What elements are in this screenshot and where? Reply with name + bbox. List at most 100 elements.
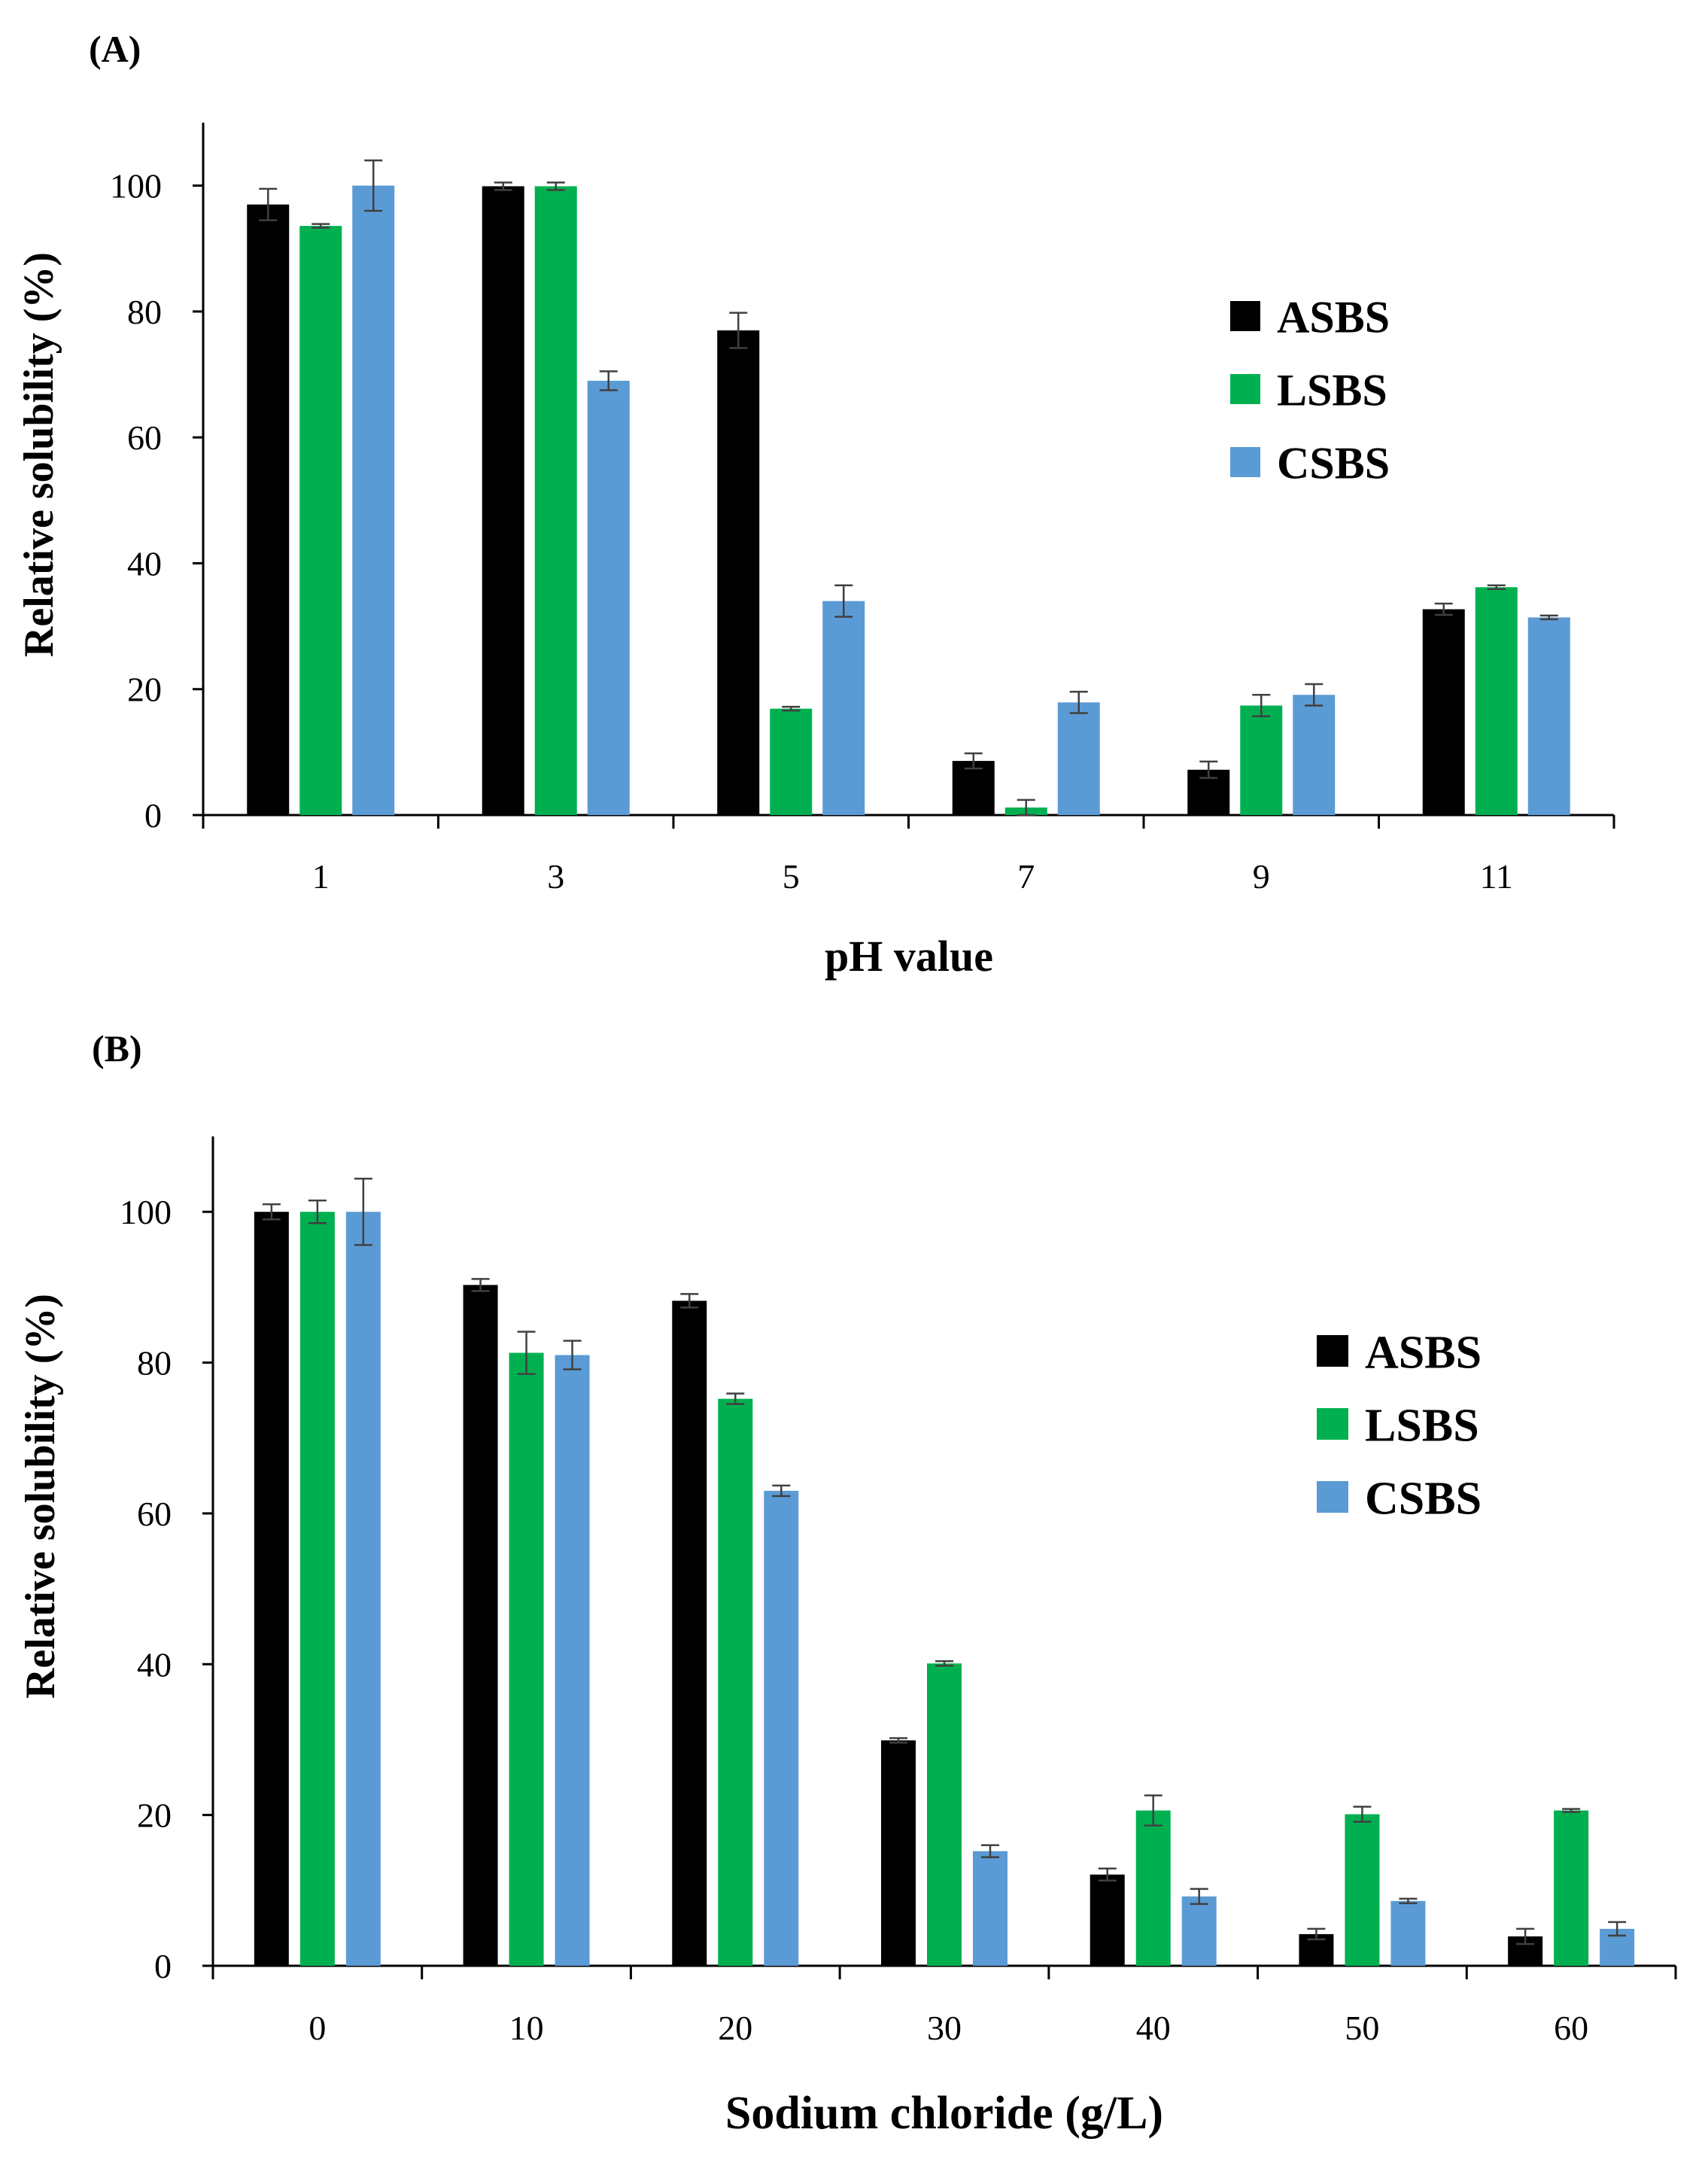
error-bar: [1190, 1888, 1208, 1906]
error-bar: [1539, 614, 1558, 621]
error-bar: [1098, 1867, 1117, 1882]
x-tick-label: 9: [1253, 857, 1270, 896]
error-bar: [494, 181, 512, 191]
error-bar: [964, 752, 983, 770]
panel-a-y-axis-label: Relative solubility (%): [16, 252, 62, 657]
x-tick-label: 5: [783, 857, 800, 896]
bar-csbs: [973, 1851, 1007, 1966]
x-tick-label: 30: [927, 2009, 962, 2047]
panel-b-bars: [254, 1212, 1635, 1966]
y-tick-label: 100: [120, 1193, 172, 1231]
error-bar: [726, 1392, 745, 1405]
y-tick-label: 60: [137, 1495, 172, 1533]
y-tick-label: 40: [127, 544, 162, 583]
y-tick-label: 80: [127, 293, 162, 331]
bar-asbs: [247, 204, 290, 815]
bar-lsbs: [299, 226, 342, 815]
bar-csbs: [345, 1212, 381, 1966]
error-bar: [1608, 1921, 1627, 1937]
error-bar: [312, 223, 330, 229]
error-bar: [1069, 690, 1088, 714]
bar-lsbs: [299, 1212, 335, 1966]
error-bar: [471, 1278, 490, 1292]
y-tick-label: 0: [154, 1947, 172, 1985]
bar-lsbs: [534, 186, 577, 816]
error-bar: [1199, 760, 1218, 779]
y-tick-label: 80: [137, 1344, 172, 1383]
error-bar: [1305, 683, 1324, 707]
x-tick-label: 40: [1136, 2009, 1171, 2047]
bar-csbs: [822, 601, 865, 815]
error-bar: [354, 1177, 372, 1246]
error-bar: [259, 187, 278, 221]
error-bar: [729, 312, 748, 349]
error-bar: [889, 1737, 907, 1744]
y-tick-label: 40: [137, 1645, 172, 1684]
bar-asbs: [463, 1285, 498, 1966]
error-bar: [308, 1199, 327, 1224]
legend-label-csbs: CSBS: [1277, 439, 1390, 488]
error-bar: [599, 370, 618, 391]
y-tick-label: 60: [127, 418, 162, 457]
error-bar: [1434, 602, 1453, 616]
legend-swatch-lsbs: [1317, 1408, 1348, 1440]
panel-b-error-bars: [262, 1177, 1627, 1945]
bar-asbs: [482, 186, 524, 816]
bar-lsbs: [770, 708, 813, 815]
error-bar: [772, 1484, 791, 1498]
error-bar: [262, 1203, 281, 1221]
error-bar: [1487, 584, 1506, 590]
y-tick-label: 20: [137, 1796, 172, 1835]
x-tick-label: 3: [547, 857, 564, 896]
error-bar: [981, 1844, 999, 1858]
bar-asbs: [254, 1212, 289, 1966]
error-bar: [1017, 799, 1035, 817]
bar-csbs: [1293, 695, 1336, 815]
panel-b-label: (B): [92, 1027, 142, 1069]
legend-label-lsbs: LSBS: [1277, 366, 1387, 415]
bar-csbs: [1527, 617, 1570, 815]
bar-csbs: [764, 1490, 799, 1966]
bar-asbs: [952, 761, 995, 815]
panel-a-error-bars: [259, 159, 1558, 817]
legend-label-lsbs: LSBS: [1365, 1400, 1479, 1451]
error-bar: [1399, 1897, 1418, 1905]
panel-b-x-axis-label: Sodium chloride (g/L): [725, 2088, 1163, 2139]
error-bar: [546, 181, 565, 191]
legend-swatch-csbs: [1230, 447, 1260, 477]
error-bar: [1144, 1794, 1162, 1827]
y-tick-label: 100: [110, 167, 162, 205]
x-tick-label: 11: [1480, 857, 1513, 896]
bar-asbs: [881, 1740, 916, 1966]
bar-lsbs: [1240, 705, 1283, 815]
bar-lsbs: [509, 1352, 544, 1966]
x-tick-label: 60: [1554, 2009, 1588, 2047]
legend-swatch-csbs: [1317, 1481, 1348, 1513]
panel-b-y-axis-label: Relative solubility (%): [17, 1294, 64, 1699]
bar-lsbs: [1345, 1814, 1380, 1966]
bar-asbs: [1090, 1874, 1125, 1966]
legend-label-asbs: ASBS: [1277, 293, 1390, 342]
error-bar: [935, 1660, 953, 1667]
bar-asbs: [672, 1300, 707, 1966]
legend-label-csbs: CSBS: [1365, 1473, 1482, 1524]
legend-swatch-asbs: [1230, 301, 1260, 331]
error-bar: [1516, 1927, 1535, 1945]
error-bar: [364, 159, 383, 212]
error-bar: [834, 584, 853, 618]
legend-swatch-asbs: [1317, 1335, 1348, 1367]
y-tick-label: 20: [127, 671, 162, 709]
panel-a-legend: ASBS LSBS CSBS: [1230, 293, 1390, 488]
bar-lsbs: [718, 1398, 753, 1966]
panel-a: (A) Relative solubility (%) pH value 0 20…: [16, 28, 1615, 981]
error-bar: [563, 1340, 582, 1370]
bar-csbs: [1057, 702, 1100, 815]
bar-lsbs: [1475, 587, 1518, 815]
x-tick-label: 7: [1017, 857, 1035, 896]
bar-lsbs: [1135, 1810, 1171, 1966]
error-bar: [1252, 694, 1271, 717]
legend-swatch-lsbs: [1230, 374, 1260, 404]
bar-csbs: [1181, 1896, 1217, 1966]
panel-b-axes: 0 20 40 60 80 100 0 10 20 30 40 50 60: [120, 1136, 1677, 2047]
